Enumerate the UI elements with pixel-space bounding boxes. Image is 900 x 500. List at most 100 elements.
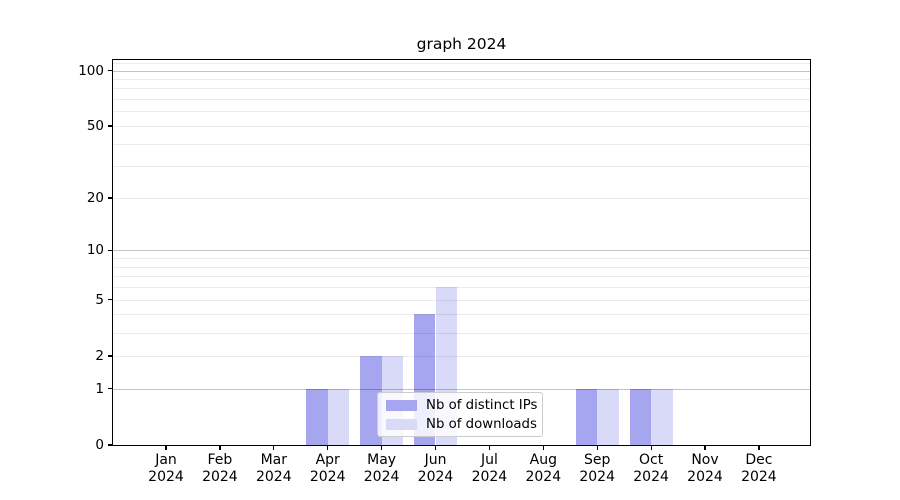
x-tick-label-feb: Feb 2024 bbox=[185, 452, 255, 485]
x-tick-year: 2024 bbox=[687, 468, 723, 485]
minor-gridline bbox=[113, 111, 810, 113]
plot-area bbox=[113, 59, 810, 445]
x-tick-year: 2024 bbox=[148, 468, 184, 485]
x-tick-label-jan: Jan 2024 bbox=[131, 452, 201, 485]
x-tick-mark bbox=[488, 445, 491, 450]
x-tick-label-aug: Aug 2024 bbox=[508, 452, 578, 485]
x-tick-month: Jul bbox=[480, 452, 498, 468]
y-tick-label: 0 bbox=[95, 437, 104, 453]
minor-gridline bbox=[113, 287, 810, 289]
x-tick-month: Aug bbox=[529, 452, 557, 468]
minor-gridline bbox=[113, 299, 810, 301]
x-tick-month: Nov bbox=[691, 452, 719, 468]
legend: Nb of distinct IPs Nb of downloads bbox=[377, 392, 543, 437]
y-tick-mark bbox=[107, 69, 113, 72]
minor-gridline bbox=[113, 125, 810, 127]
y-tick-label: 50 bbox=[86, 117, 104, 134]
x-tick-year: 2024 bbox=[309, 468, 346, 485]
bar-nb-of-distinct-ips-oct bbox=[629, 388, 652, 445]
x-tick-year: 2024 bbox=[471, 468, 508, 485]
x-tick-mark bbox=[381, 445, 383, 450]
y-tick-mark bbox=[107, 355, 113, 357]
x-tick-label-sep: Sep 2024 bbox=[562, 452, 632, 485]
minor-gridline bbox=[113, 314, 810, 316]
x-tick-mark bbox=[596, 445, 598, 450]
x-tick-month: Apr bbox=[315, 452, 340, 468]
legend-swatch-nb-of-distinct-ips bbox=[386, 399, 417, 411]
x-tick-mark bbox=[219, 445, 221, 450]
x-tick-month: Dec bbox=[745, 452, 773, 468]
legend-label: Nb of downloads bbox=[426, 416, 537, 432]
x-tick-label-jun: Jun 2024 bbox=[401, 452, 471, 485]
legend-item: Nb of downloads bbox=[386, 417, 542, 432]
x-tick-year: 2024 bbox=[255, 468, 292, 485]
x-tick-year: 2024 bbox=[633, 468, 669, 485]
x-tick-year: 2024 bbox=[741, 468, 777, 485]
minor-gridline bbox=[113, 355, 810, 357]
minor-gridline bbox=[113, 258, 810, 260]
minor-gridline bbox=[113, 62, 810, 64]
y-tick-mark bbox=[107, 444, 113, 446]
legend-label: Nb of distinct IPs bbox=[426, 397, 538, 413]
y-tick-label: 1 bbox=[95, 380, 104, 397]
x-tick-month: May bbox=[367, 452, 397, 468]
bar-nb-of-distinct-ips-may bbox=[360, 355, 382, 445]
x-tick-year: 2024 bbox=[417, 468, 454, 485]
y-tick-label: 20 bbox=[86, 189, 104, 206]
bar-nb-of-downloads-oct bbox=[651, 388, 673, 445]
x-tick-label-oct: Oct 2024 bbox=[616, 452, 686, 485]
x-tick-label-may: May 2024 bbox=[347, 452, 417, 485]
major-gridline bbox=[113, 388, 810, 390]
y-tick-label: 2 bbox=[95, 347, 104, 364]
minor-gridline bbox=[113, 99, 810, 101]
y-tick-label: 100 bbox=[78, 62, 104, 79]
x-tick-mark bbox=[165, 445, 167, 450]
y-tick-mark bbox=[107, 125, 113, 127]
minor-gridline bbox=[113, 266, 810, 268]
minor-gridline bbox=[113, 143, 810, 145]
x-tick-mark bbox=[273, 445, 275, 450]
x-tick-mark bbox=[758, 445, 760, 450]
minor-gridline bbox=[113, 276, 810, 278]
bar-nb-of-downloads-apr bbox=[327, 388, 350, 445]
y-tick-mark bbox=[107, 249, 113, 252]
major-gridline bbox=[113, 70, 810, 72]
x-tick-label-apr: Apr 2024 bbox=[293, 452, 363, 485]
x-tick-month: Mar bbox=[260, 452, 287, 468]
x-tick-month: Jan bbox=[155, 452, 177, 468]
x-tick-year: 2024 bbox=[525, 468, 562, 485]
y-tick-mark bbox=[107, 197, 113, 199]
bar-nb-of-distinct-ips-sep bbox=[575, 388, 598, 445]
x-tick-label-nov: Nov 2024 bbox=[670, 452, 740, 485]
x-tick-month: Feb bbox=[207, 452, 233, 468]
x-tick-month: Sep bbox=[583, 452, 611, 468]
x-tick-month: Jun bbox=[424, 452, 447, 468]
minor-gridline bbox=[113, 88, 810, 90]
minor-gridline bbox=[113, 78, 810, 80]
bar-nb-of-distinct-ips-apr bbox=[306, 388, 328, 445]
x-tick-label-dec: Dec 2024 bbox=[724, 452, 794, 485]
y-tick-mark bbox=[107, 299, 113, 301]
x-tick-mark bbox=[650, 445, 652, 450]
x-tick-year: 2024 bbox=[579, 468, 615, 485]
minor-gridline bbox=[113, 332, 810, 334]
y-tick-label: 5 bbox=[95, 291, 104, 308]
x-tick-year: 2024 bbox=[202, 468, 238, 485]
chart-title: graph 2024 bbox=[416, 35, 507, 53]
minor-gridline bbox=[113, 197, 810, 199]
minor-gridline bbox=[113, 166, 810, 168]
x-tick-label-jul: Jul 2024 bbox=[454, 452, 524, 485]
x-tick-label-mar: Mar 2024 bbox=[239, 452, 309, 485]
x-tick-mark bbox=[434, 445, 437, 450]
x-tick-year: 2024 bbox=[363, 468, 400, 485]
x-tick-mark bbox=[327, 445, 329, 450]
x-tick-mark bbox=[704, 445, 706, 450]
y-tick-mark bbox=[107, 388, 113, 390]
major-gridline bbox=[113, 250, 810, 252]
y-tick-label: 10 bbox=[86, 242, 104, 259]
legend-swatch-nb-of-downloads bbox=[386, 418, 417, 430]
x-tick-month: Oct bbox=[638, 452, 664, 468]
x-tick-mark bbox=[542, 445, 544, 450]
bar-nb-of-downloads-sep bbox=[597, 388, 619, 445]
